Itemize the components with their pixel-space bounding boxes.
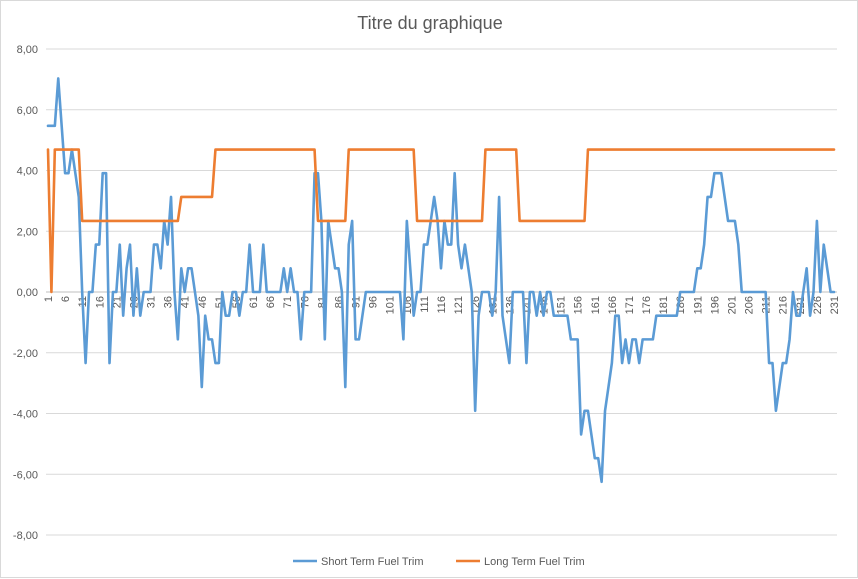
x-tick-label: 216 [778,296,790,314]
x-tick-label: 111 [419,296,431,313]
series-lines [46,77,836,484]
y-tick-label: 2,00 [17,226,38,238]
x-tick-label: 21 [111,296,123,308]
x-axis-tick-labels: 1 6 11 16 21 26 31 36 41 46 51 56 61 66 71 76 81 86 91 96 10… [43,296,841,314]
x-tick-label: 101 [385,296,397,314]
y-tick-label: -8,00 [13,530,38,542]
legend: Short Term Fuel Trim Long Term Fuel Trim [293,556,585,568]
series-line-1 [46,77,836,484]
x-tick-label: 1 [43,296,55,302]
x-tick-label: 161 [590,296,602,314]
y-tick-label: 6,00 [17,105,38,117]
x-tick-label: 36 [163,296,175,308]
gridlines [46,48,837,536]
y-tick-label: -2,00 [13,348,38,360]
x-tick-label: 206 [744,296,756,314]
y-tick-label: 4,00 [17,166,38,178]
x-tick-label: 41 [180,296,192,308]
series-line-2 [46,148,836,294]
x-tick-label: 226 [812,296,824,314]
x-tick-label: 176 [641,296,653,314]
x-tick-label: 156 [573,296,585,314]
x-tick-label: 201 [726,296,738,314]
x-tick-label: 66 [265,296,277,308]
x-tick-label: 196 [709,296,721,314]
y-tick-label: -6,00 [13,469,38,481]
x-tick-label: 136 [504,296,516,314]
x-tick-label: 91 [351,296,363,308]
chart-title: Titre du graphique [357,13,502,33]
legend-label-1: Short Term Fuel Trim [321,556,424,568]
x-tick-label: 116 [436,296,448,314]
x-tick-label: 231 [829,296,841,314]
x-tick-label: 76 [299,296,311,308]
x-tick-label: 181 [658,296,670,314]
x-tick-label: 171 [624,296,636,314]
y-axis-tick-labels: 8,00 6,00 4,00 2,00 0,00 -2,00 -4,00 -6,00 -8,00 [13,44,38,542]
x-tick-label: 16 [94,296,106,308]
legend-label-2: Long Term Fuel Trim [484,556,585,568]
x-tick-label: 96 [368,296,380,308]
x-tick-label: 71 [282,296,294,308]
y-tick-label: -4,00 [13,409,38,421]
x-tick-label: 166 [607,296,619,314]
x-tick-label: 191 [692,296,704,314]
x-tick-label: 6 [60,296,72,302]
x-tick-label: 31 [146,296,158,308]
y-tick-label: 0,00 [17,287,38,299]
x-tick-label: 151 [556,296,568,314]
x-tick-label: 121 [453,296,465,314]
x-tick-label: 46 [197,296,209,308]
x-tick-label: 61 [248,296,260,308]
y-tick-label: 8,00 [17,44,38,56]
